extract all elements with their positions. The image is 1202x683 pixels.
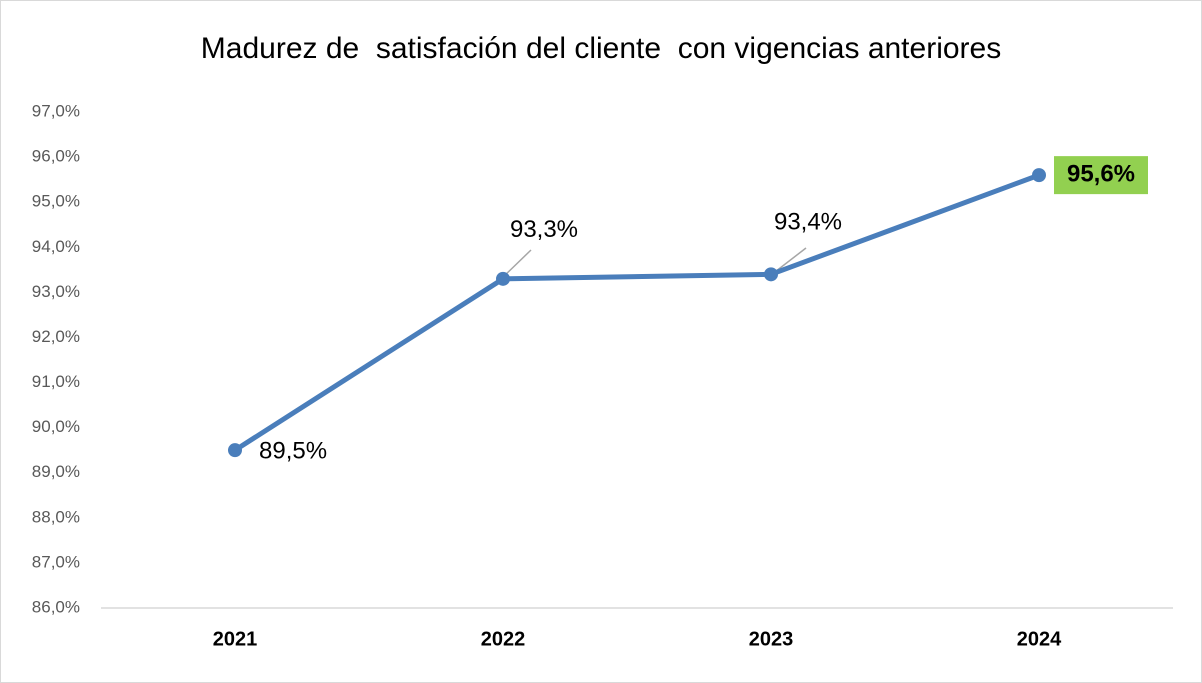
y-tick-label: 94,0% — [32, 237, 80, 256]
y-tick-label: 86,0% — [32, 597, 80, 616]
data-label: 93,4% — [774, 209, 842, 236]
x-tick-label: 2021 — [213, 628, 258, 650]
y-tick-label: 90,0% — [32, 417, 80, 436]
data-label: 95,6% — [1067, 160, 1135, 187]
data-point — [1032, 168, 1046, 183]
line-series — [233, 172, 1040, 453]
y-tick-label: 87,0% — [32, 552, 80, 571]
y-tick-label: 92,0% — [32, 327, 80, 346]
x-tick-label: 2022 — [481, 628, 526, 650]
data-label: 89,5% — [259, 438, 327, 465]
data-label: 93,3% — [510, 216, 578, 243]
x-tick-label: 2024 — [1017, 628, 1062, 650]
x-tick-label: 2023 — [749, 628, 794, 650]
y-tick-label: 93,0% — [32, 282, 80, 301]
y-tick-label: 88,0% — [32, 507, 80, 526]
data-point — [496, 271, 510, 286]
data-point — [764, 267, 778, 282]
y-tick-label: 97,0% — [32, 101, 80, 120]
chart-title: Madurez de satisfación del cliente con v… — [201, 32, 1001, 65]
label-highlight — [1054, 156, 1148, 195]
y-tick-label: 89,0% — [32, 462, 80, 481]
data-point — [228, 443, 242, 458]
y-tick-label: 91,0% — [32, 372, 80, 391]
y-tick-label: 95,0% — [32, 192, 80, 211]
y-tick-label: 96,0% — [32, 147, 80, 166]
